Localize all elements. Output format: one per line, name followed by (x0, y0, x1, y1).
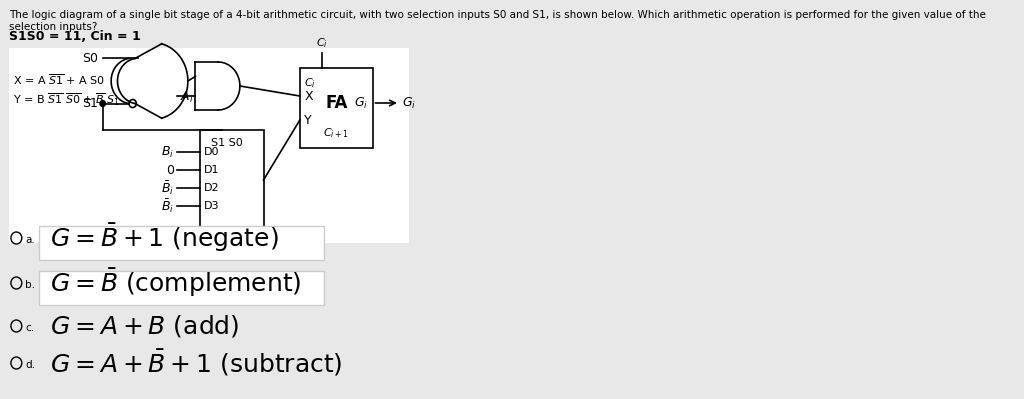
Text: $G = \bar{B}$ (complement): $G = \bar{B}$ (complement) (50, 267, 301, 299)
Text: Y = B $\overline{S1}$ $\overline{S0}$ + $\overline{B}$ $S_1$: Y = B $\overline{S1}$ $\overline{S0}$ + … (12, 92, 120, 108)
FancyBboxPatch shape (9, 48, 409, 243)
Text: $G = A + B$ (add): $G = A + B$ (add) (50, 313, 240, 339)
Text: $C_{i+1}$: $C_{i+1}$ (324, 126, 349, 140)
Text: D0: D0 (204, 147, 219, 157)
Text: b.: b. (26, 280, 36, 290)
Text: $C_i$: $C_i$ (304, 76, 316, 90)
Text: $A_i$: $A_i$ (180, 90, 194, 105)
Circle shape (100, 101, 105, 107)
Text: $G = A + \bar{B} + 1$ (subtract): $G = A + \bar{B} + 1$ (subtract) (50, 348, 343, 378)
Text: D3: D3 (204, 201, 219, 211)
Text: $G_i$: $G_i$ (354, 95, 368, 111)
Text: d.: d. (26, 360, 36, 370)
Text: X: X (304, 89, 313, 103)
Text: c.: c. (26, 323, 35, 333)
Bar (300, 68, 373, 148)
Text: $G_i$: $G_i$ (401, 95, 416, 111)
Text: Y: Y (304, 113, 312, 126)
Text: The logic diagram of a single bit stage of a 4-bit arithmetic circuit, with two : The logic diagram of a single bit stage … (9, 10, 986, 32)
Text: $G = \bar{B} + 1$ (negate): $G = \bar{B} + 1$ (negate) (50, 222, 279, 254)
Text: S1 S0: S1 S0 (211, 138, 243, 148)
Bar (200, 130, 263, 230)
Text: S0: S0 (82, 52, 98, 65)
Text: $B_i$: $B_i$ (162, 144, 174, 160)
Text: a.: a. (26, 235, 35, 245)
Text: D2: D2 (204, 183, 219, 193)
Text: X = A $\overline{S1}$ + A S0: X = A $\overline{S1}$ + A S0 (12, 73, 104, 87)
Text: $C_i$: $C_i$ (315, 36, 328, 50)
Text: $\bar{B}_i$: $\bar{B}_i$ (162, 179, 174, 197)
Text: FA: FA (325, 94, 347, 112)
FancyBboxPatch shape (39, 271, 325, 305)
Text: D1: D1 (204, 165, 219, 175)
Text: S1S0 = 11, Cin = 1: S1S0 = 11, Cin = 1 (9, 30, 141, 43)
FancyBboxPatch shape (39, 226, 325, 260)
Text: S1: S1 (82, 97, 98, 110)
Text: 0: 0 (167, 164, 174, 176)
Text: $\bar{B}_i$: $\bar{B}_i$ (162, 197, 174, 215)
